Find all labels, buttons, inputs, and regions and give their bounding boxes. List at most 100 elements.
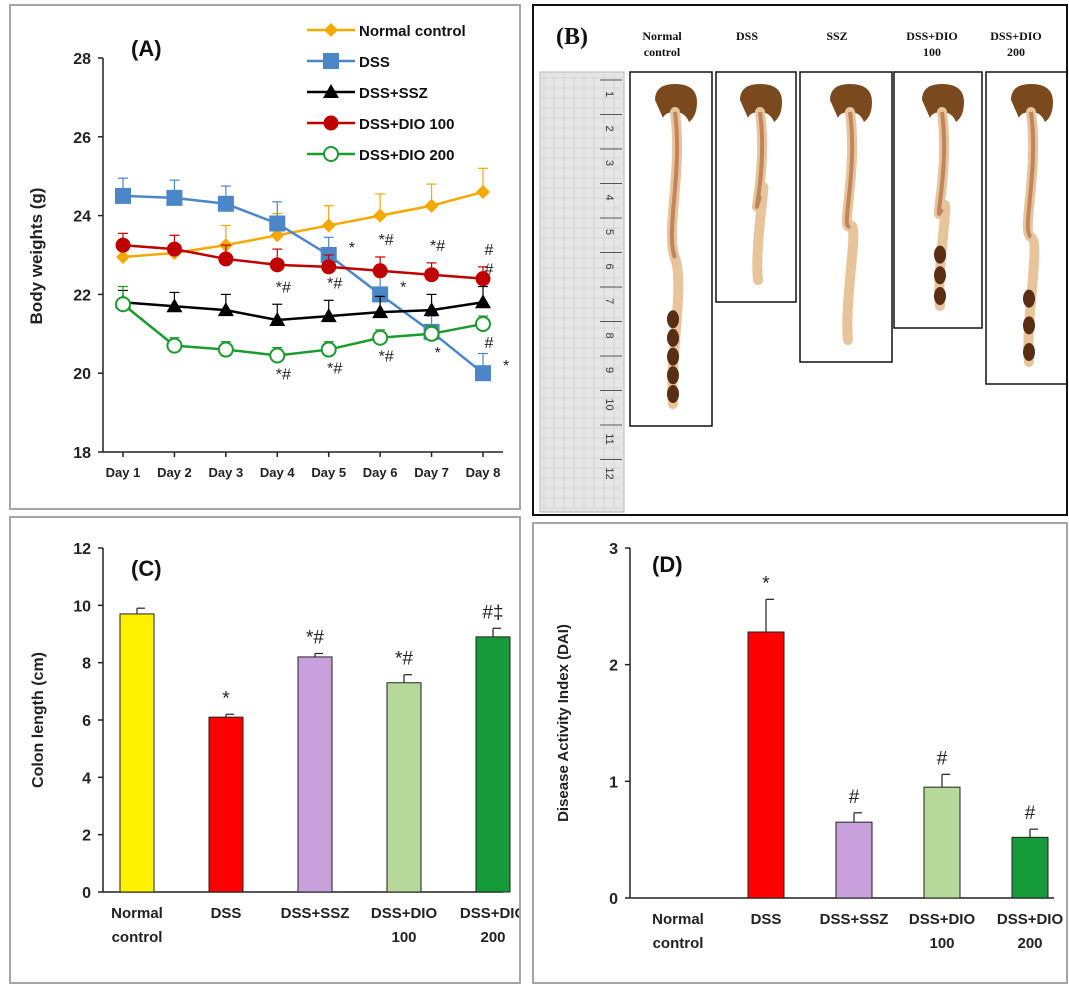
colon-specimen-photo <box>985 71 1066 385</box>
colon-inflamed-segment <box>936 111 947 217</box>
colon-specimen-photo <box>799 71 893 363</box>
data-point <box>372 286 389 303</box>
ruler-number: 12 <box>603 467 615 479</box>
panel-label: (B) <box>556 24 588 50</box>
x-tick-label: DSS+SSZ <box>820 911 889 928</box>
legend-item: DSS <box>307 53 390 71</box>
legend-label: DSS+SSZ <box>359 85 428 102</box>
ruler-number: 2 <box>603 125 615 131</box>
x-tick-label: 100 <box>929 935 954 952</box>
x-tick-label: 200 <box>1017 935 1042 952</box>
data-point <box>166 189 183 206</box>
cecum-shape <box>922 84 964 122</box>
data-point <box>372 263 388 279</box>
legend-marker <box>323 146 339 162</box>
group-caption: DSS <box>736 29 758 43</box>
ruler-number: 11 <box>603 433 615 444</box>
colon-inflamed-segment <box>669 111 680 259</box>
cecum-shape <box>830 84 872 122</box>
group-caption: 100 <box>923 45 941 59</box>
x-tick-label: Day 2 <box>157 465 192 480</box>
significance-label: *# <box>379 349 394 366</box>
significance-label: *# <box>379 232 394 249</box>
data-point <box>475 315 491 332</box>
y-tick-label: 10 <box>73 598 91 615</box>
bar <box>923 786 961 899</box>
significance-label: #‡ <box>482 602 503 623</box>
panel-label: (C) <box>131 556 162 581</box>
data-point <box>372 329 389 346</box>
group-caption: control <box>644 45 681 59</box>
legend-item: Normal control <box>307 23 466 40</box>
x-tick-label: Day 1 <box>106 465 141 480</box>
fecal-pellet <box>667 366 679 385</box>
significance-label: * <box>762 573 770 594</box>
series-dss-dio-100: *# *# # <box>115 232 494 287</box>
fecal-pellet <box>934 266 946 285</box>
bar <box>747 631 785 899</box>
y-tick-label: 2 <box>609 658 618 675</box>
data-point <box>269 347 286 364</box>
group-caption: DSS+DIO <box>906 29 958 43</box>
group-caption: Normal <box>642 29 682 43</box>
cecum-shape <box>655 84 697 122</box>
significance-label: * <box>349 240 355 257</box>
ruler-number: 7 <box>603 298 615 304</box>
data-point <box>115 237 131 253</box>
data-point <box>217 341 234 358</box>
legend-marker <box>323 115 339 131</box>
fecal-pellet <box>1023 343 1035 361</box>
colon-length-bar-chart: 0 2 4 6 8 10 12 Colon length (cm) (C) Normal contr… <box>30 541 519 946</box>
bar <box>835 821 873 899</box>
fecal-pellet <box>667 385 679 403</box>
y-tick-label: 0 <box>82 885 91 902</box>
x-tick-label: Day 8 <box>466 465 501 480</box>
x-tick-label: DSS <box>751 911 782 928</box>
data-point <box>423 325 440 342</box>
colon-specimen-photo <box>629 71 713 427</box>
fecal-pellet <box>667 310 679 329</box>
data-point <box>320 341 337 358</box>
significance-label: # <box>485 242 494 259</box>
x-tick-label: DSS+DIO <box>460 905 519 922</box>
y-tick-label: 22 <box>73 287 91 304</box>
series-line <box>122 301 484 322</box>
y-tick-label: 2 <box>82 828 91 845</box>
group-caption: 200 <box>1007 45 1025 59</box>
x-tick-label: DSS <box>211 905 242 922</box>
panel-label: (A) <box>131 36 162 61</box>
series-line <box>122 303 484 357</box>
ruler-number: 8 <box>603 332 615 338</box>
group-caption: DSS+DIO <box>990 29 1042 43</box>
series-dss-dio-200: *# *#*# *# <box>115 285 494 383</box>
data-point <box>475 365 491 382</box>
x-tick-label: Day 7 <box>414 465 449 480</box>
data-point <box>475 271 491 287</box>
significance-label: *# <box>327 361 342 378</box>
series-dss-ssz: *# *# # <box>115 262 494 327</box>
data-point <box>269 312 286 327</box>
body-weight-line-chart: 18 20 22 24 26 28 Day 1 Day 2 Day 3 Day 4 Day 5 Day… <box>27 23 509 480</box>
data-point <box>217 195 234 212</box>
panel-d-dai-chart: 0 1 2 3 Disease Activity Index (DAI) (D) Norma… <box>532 522 1068 984</box>
significance-label: * <box>400 279 406 296</box>
bar <box>208 716 244 893</box>
significance-label: # <box>485 262 494 279</box>
series-line <box>122 243 484 280</box>
data-point <box>372 304 389 319</box>
significance-label: # <box>937 748 948 769</box>
x-tick-label: Day 3 <box>209 465 244 480</box>
data-point <box>115 187 131 204</box>
significance-label: *# <box>306 627 324 648</box>
data-point <box>270 228 285 243</box>
x-tick-label: 100 <box>391 929 416 946</box>
y-tick-label: 1 <box>609 774 618 791</box>
y-axis-title: Body weights (g) <box>27 188 46 325</box>
bar <box>1011 836 1049 899</box>
significance-label: *# <box>430 238 445 255</box>
x-tick-label: DSS+DIO <box>371 905 438 922</box>
data-point <box>166 241 182 257</box>
legend-marker <box>324 23 338 37</box>
y-tick-label: 28 <box>73 51 91 68</box>
